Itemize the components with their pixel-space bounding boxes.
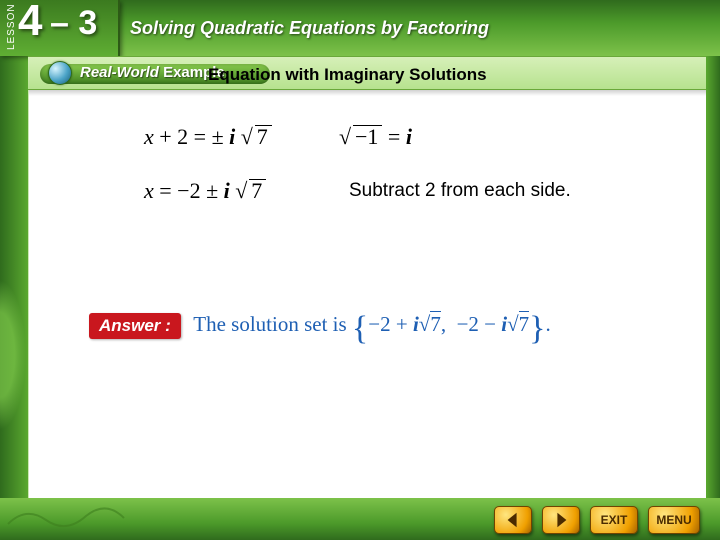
chevron-right-icon bbox=[552, 511, 570, 529]
chapter-title: Solving Quadratic Equations by Factoring bbox=[130, 18, 489, 39]
left-ornament bbox=[0, 280, 26, 430]
equation-line1-right: √−1 = i bbox=[339, 124, 412, 150]
next-button[interactable] bbox=[542, 506, 580, 534]
content-area: x + 2 = ± i √7 √−1 = i x = −2 ± i √7 Sub… bbox=[28, 90, 706, 498]
chapter-number: 4 bbox=[18, 0, 42, 46]
frame-left bbox=[0, 56, 28, 498]
example-title: Equation with Imaginary Solutions bbox=[208, 65, 487, 85]
equation-line2: x = −2 ± i √7 bbox=[144, 178, 266, 204]
nav-bar: EXIT MENU bbox=[494, 506, 700, 534]
globe-icon bbox=[48, 61, 72, 85]
content-shadow bbox=[29, 90, 706, 96]
section-number: – 3 bbox=[50, 4, 97, 43]
prev-button[interactable] bbox=[494, 506, 532, 534]
explain-line2: Subtract 2 from each side. bbox=[349, 180, 571, 202]
lesson-tab: LESSON 4 – 3 bbox=[0, 0, 120, 56]
exit-button[interactable]: EXIT bbox=[590, 506, 638, 534]
menu-button[interactable]: MENU bbox=[648, 506, 700, 534]
answer-prefix: The solution set is bbox=[193, 312, 352, 336]
equation-line1-left: x + 2 = ± i √7 bbox=[144, 124, 272, 150]
slide-root: LESSON 4 – 3 Solving Quadratic Equations… bbox=[0, 0, 720, 540]
answer-label: Answer : bbox=[89, 313, 181, 339]
realworld-prefix: Real-World bbox=[80, 64, 159, 81]
vine-ornament bbox=[6, 504, 126, 530]
chevron-left-icon bbox=[504, 511, 522, 529]
lesson-word: LESSON bbox=[6, 3, 17, 50]
title-bar: Real-World Example Equation with Imagina… bbox=[28, 56, 706, 90]
frame-right bbox=[706, 56, 720, 498]
realworld-label: Real-World Example bbox=[80, 64, 225, 81]
answer-line: Answer : The solution set is {−2 + i√7, … bbox=[89, 310, 666, 348]
answer-text: The solution set is {−2 + i√7, −2 − i√7}… bbox=[193, 312, 550, 336]
